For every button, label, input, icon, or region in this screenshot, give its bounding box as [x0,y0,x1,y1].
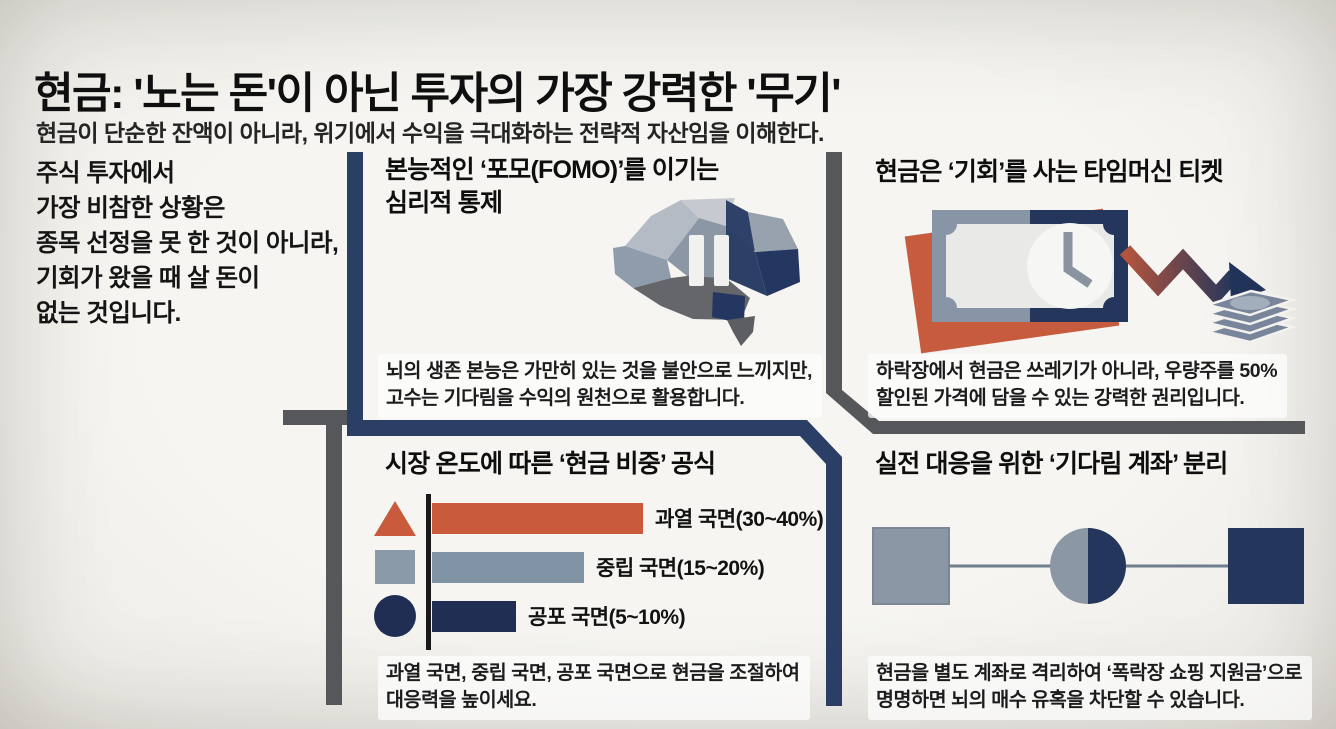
formula-title: 시장 온도에 따른 ‘현금 비중’ 공식 [385,450,716,478]
intro-line: 주식 투자에서 [36,160,175,187]
account-description: 현금을 별도 계좌로 격리하여 ‘폭락장 쇼핑 지원금’으로 명명하면 뇌의 매… [868,656,1313,720]
page-title: 현금: '노는 돈'이 아닌 투자의 가장 강력한 '무기' [34,69,841,118]
chart-rows: 과열 국면(30~40%) 중립 국면(15~20%) 공포 국면(5~10%) [372,494,834,640]
chart-row: 과열 국면(30~40%) [372,494,834,542]
intro-line: 종목 선정을 못 한 것이 아니라, [36,230,339,257]
account-desc-line1: 현금을 별도 계좌로 격리하여 ‘폭락장 쇼핑 지원금’으로 [876,662,1303,684]
psychology-title-line2: 심리적 통제 [385,189,503,217]
chart-row: 중립 국면(15~20%) [372,543,834,591]
chart-row: 공포 국면(5~10%) [372,592,834,640]
account-title: 실전 대응을 위한 ‘기다림 계좌’ 분리 [875,450,1228,478]
chart-marker-box [372,550,418,584]
chart-bar [432,502,643,534]
psychology-description: 뇌의 생존 본능은 가만히 있는 것을 불안으로 느끼지만, 고수는 기다림을 … [378,354,823,418]
formula-desc-line1: 과열 국면, 중립 국면, 공포 국면으로 현금을 조절하여 [386,662,800,684]
psychology-desc-line1: 뇌의 생존 본능은 가만히 있는 것을 불안으로 느끼지만, [386,360,813,382]
chart-bar-label: 중립 국면(15~20%) [596,557,765,580]
brain-pause-icon [613,198,800,346]
ticket-desc-line2: 할인된 가격에 담을 수 있는 강력한 권리입니다. [876,387,1245,409]
triangle-marker-icon [374,500,416,536]
chart-bar-label: 과열 국면(30~40%) [655,508,824,531]
circle-marker-icon [374,595,416,637]
formula-description: 과열 국면, 중립 국면, 공포 국면으로 현금을 조절하여 대응력을 높이세요… [378,656,810,720]
cash-ratio-chart: 과열 국면(30~40%) 중립 국면(15~20%) 공포 국면(5~10%) [372,494,834,654]
square-marker-icon [375,550,415,584]
psychology-desc-line2: 고수는 기다림을 수익의 원천으로 활용합니다. [386,387,745,409]
linked-accounts-icon [872,527,1304,605]
chart-marker-box [372,500,418,536]
chart-bar [432,551,584,583]
intro-statement: 주식 투자에서 가장 비참한 상황은 종목 선정을 못 한 것이 아니라, 기회… [36,156,339,331]
intro-line: 기회가 왔을 때 살 돈이 [36,265,260,292]
chart-bar-label: 공포 국면(5~10%) [528,606,686,629]
chart-baseline-axis [426,494,431,650]
chart-marker-box [372,595,418,637]
ticket-description: 하락장에서 현금은 쓰레기가 아니라, 우량주를 50% 할인된 가격에 담을 … [868,354,1288,418]
account-desc-line2: 명명하면 뇌의 매수 유혹을 차단할 수 있습니다. [876,689,1245,711]
formula-desc-line2: 대응력을 높이세요. [386,689,537,711]
psychology-title-line1: 본능적인 ‘포모(FOMO)’를 이기는 [385,156,719,184]
intro-line: 없는 것입니다. [36,300,181,327]
ticket-desc-line1: 하락장에서 현금은 쓰레기가 아니라, 우량주를 50% [876,360,1278,382]
psychology-title: 본능적인 ‘포모(FOMO)’를 이기는 심리적 통제 [385,154,719,220]
intro-line: 가장 비참한 상황은 [36,195,225,222]
ticket-title: 현금은 ‘기회’를 사는 타임머신 티켓 [875,158,1223,186]
page-subtitle: 현금이 단순한 잔액이 아니라, 위기에서 수익을 극대화하는 전략적 자산임을… [36,120,824,146]
chart-bar [432,600,516,632]
banknote-clock-crash-arrow-icon [904,208,1298,354]
